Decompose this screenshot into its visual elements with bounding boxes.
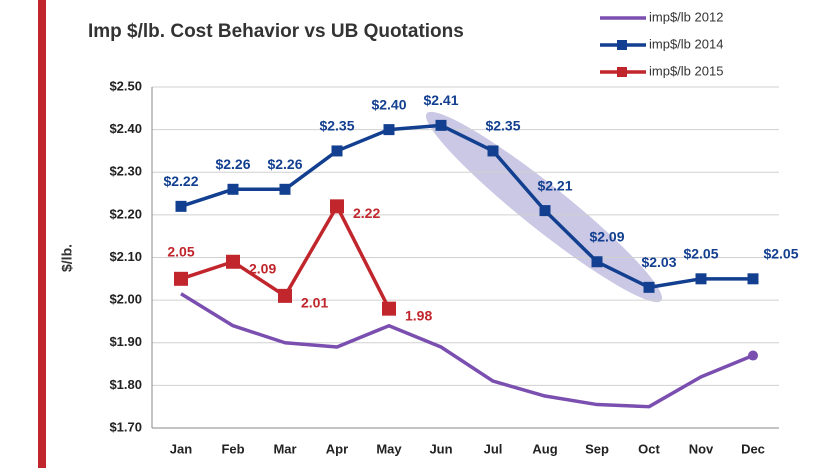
x-tick-label: Nov [689,441,714,456]
point-marker [643,281,655,293]
data-label: $2.35 [319,118,354,134]
y-tick-label: $1.80 [109,377,142,392]
data-label: $2.41 [423,92,458,108]
y-tick-label: $1.90 [109,334,142,349]
point-marker [226,254,240,269]
data-label: $2.05 [683,246,718,262]
y-axis-label: $/lb. [59,244,75,272]
y-tick-label: $2.00 [109,292,142,307]
point-marker [487,145,499,157]
data-label: $2.22 [163,173,198,189]
side-bar [38,0,46,468]
y-tick-label: $2.10 [109,249,142,264]
x-tick-label: Aug [532,441,557,456]
point-marker [383,124,395,136]
legend-marker [617,67,627,77]
point-marker [591,256,603,268]
x-tick-label: Dec [741,441,765,456]
point-marker [435,119,447,131]
data-label: $2.21 [537,177,572,193]
x-tick-label: Feb [221,441,244,456]
y-tick-label: $2.20 [109,206,142,221]
legend-label: imp$/lb 2012 [649,9,723,24]
data-label: 2.09 [249,260,276,276]
point-marker [331,145,343,157]
x-tick-label: Sep [585,441,609,456]
data-label: 2.05 [167,244,194,260]
data-label: 2.22 [353,205,380,221]
data-label: $2.09 [589,228,624,244]
x-tick-label: Oct [638,441,660,456]
legend-marker [617,40,627,50]
data-label: 2.01 [301,295,328,311]
legend-label: imp$/lb 2014 [649,36,723,51]
series-line [180,123,753,290]
data-label: $2.35 [485,118,520,134]
y-tick-label: $1.70 [109,419,142,434]
point-marker [382,301,396,316]
y-tick-label: $2.40 [109,121,142,136]
data-label: 1.98 [405,307,432,323]
point-marker [227,183,239,195]
y-tick-label: $2.50 [109,78,142,93]
data-label: $2.05 [763,246,798,262]
point-marker [175,200,187,212]
data-label: $2.26 [215,156,250,172]
point-marker [748,350,758,361]
x-tick-label: Apr [326,441,348,456]
data-label: $2.40 [371,96,406,112]
x-tick-label: Jul [484,441,503,456]
legend-label: imp$/lb 2015 [649,63,723,78]
x-tick-label: Jun [429,441,452,456]
point-marker [539,205,551,217]
point-marker [279,183,291,195]
y-tick-label: $2.30 [109,164,142,179]
data-label: $2.26 [267,156,302,172]
point-marker [695,273,707,285]
x-tick-label: May [376,441,402,456]
point-marker [747,273,759,285]
point-marker [174,271,188,286]
x-tick-label: Mar [273,441,296,456]
series-line [180,292,754,409]
point-marker [278,288,292,303]
chart-title: Imp $/lb. Cost Behavior vs UB Quotations [88,21,464,42]
x-tick-label: Jan [170,441,192,456]
point-marker [330,199,344,214]
data-label: $2.03 [641,254,676,270]
